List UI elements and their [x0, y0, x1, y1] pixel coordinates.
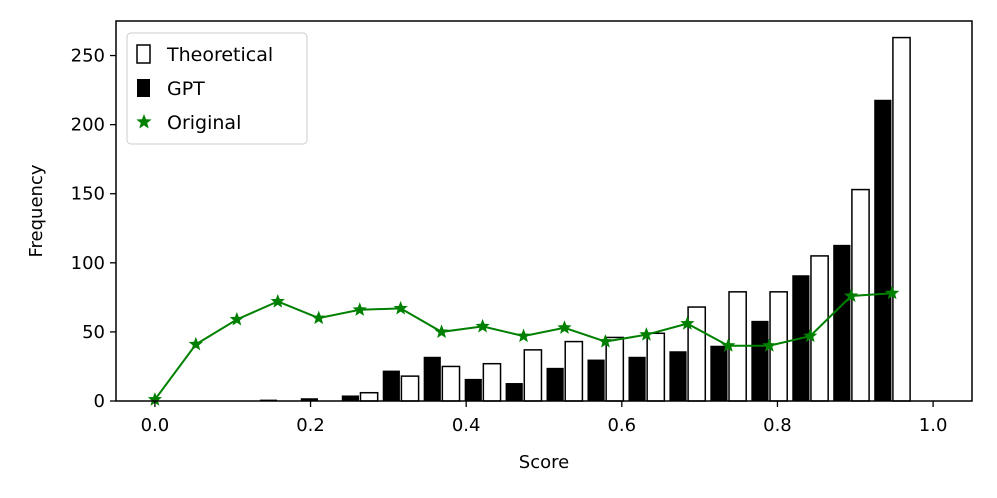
gpt-bar	[874, 99, 892, 401]
theoretical-bar	[646, 332, 666, 402]
legend-label-theoretical: Theoretical	[166, 44, 273, 66]
x-tick-label: 0.6	[607, 415, 636, 436]
legend-swatch-theoretical	[136, 44, 151, 64]
plot-frame	[115, 20, 973, 402]
original-point	[393, 300, 408, 315]
original-point	[475, 318, 490, 333]
original-point	[721, 338, 736, 352]
original-point	[352, 302, 367, 316]
theoretical-bar	[810, 255, 829, 402]
original-point	[639, 327, 654, 341]
y-tick-label: 150	[71, 184, 105, 205]
legend-box	[126, 32, 308, 145]
legend-swatch-gpt	[137, 79, 150, 97]
original-point	[598, 334, 613, 348]
y-axis-label: Frequency	[26, 164, 47, 257]
original-point	[680, 316, 695, 330]
legend-label-original: Original	[167, 112, 241, 134]
original-point	[762, 338, 777, 352]
theoretical-bar	[482, 362, 502, 402]
gpt-bar	[587, 359, 605, 401]
gpt-bar	[423, 356, 441, 401]
gpt-bar	[628, 356, 646, 401]
gpt-bar	[382, 370, 400, 401]
original-point	[188, 336, 203, 351]
gpt-bar	[300, 398, 318, 401]
y-tick-label: 100	[71, 253, 105, 274]
original-line-series	[147, 285, 900, 406]
theoretical-bar	[892, 36, 911, 402]
y-tick-label: 250	[71, 46, 105, 67]
x-tick-label: 0.4	[452, 415, 481, 436]
gpt-bar	[751, 320, 769, 401]
original-point	[229, 311, 244, 326]
legend-label-gpt: GPT	[167, 78, 205, 100]
original-point	[557, 320, 572, 334]
gpt-bar	[833, 244, 851, 401]
x-tick-label: 0.0	[141, 415, 170, 436]
x-axis-label: Score	[519, 452, 569, 473]
original-point	[803, 328, 818, 343]
gpt-bar	[505, 383, 523, 401]
x-tick-label: 0.2	[296, 415, 325, 436]
theoretical-bars	[359, 36, 911, 402]
y-tick-label: 200	[71, 115, 105, 136]
gpt-bar	[464, 378, 482, 401]
gpt-bar	[669, 351, 687, 401]
original-point	[885, 285, 900, 300]
theoretical-bar	[400, 375, 420, 402]
legend: Theoretical GPT Original	[126, 32, 308, 145]
y-tick-label: 50	[82, 322, 105, 343]
original-point	[270, 294, 285, 308]
theoretical-bar	[564, 340, 584, 402]
gpt-bar	[710, 345, 728, 401]
theoretical-bar	[523, 349, 543, 402]
original-point	[147, 392, 163, 406]
original-point	[434, 324, 449, 338]
original-point	[311, 310, 326, 325]
theoretical-bar	[441, 365, 461, 402]
y-axis: 0 50 100 150 200 250	[71, 46, 116, 412]
gpt-bar	[546, 367, 564, 401]
gpt-bars	[259, 99, 892, 401]
original-point	[516, 328, 531, 343]
legend-star-icon	[136, 114, 152, 129]
x-tick-label: 1.0	[919, 415, 948, 436]
original-point	[844, 288, 859, 303]
x-axis: 0.0 0.2 0.4 0.6 0.8 1.0	[141, 401, 948, 436]
theoretical-bar	[359, 391, 379, 402]
x-tick-label: 0.8	[763, 415, 792, 436]
y-tick-label: 0	[94, 391, 105, 412]
gpt-bar	[341, 395, 359, 401]
theoretical-bar	[605, 336, 625, 402]
